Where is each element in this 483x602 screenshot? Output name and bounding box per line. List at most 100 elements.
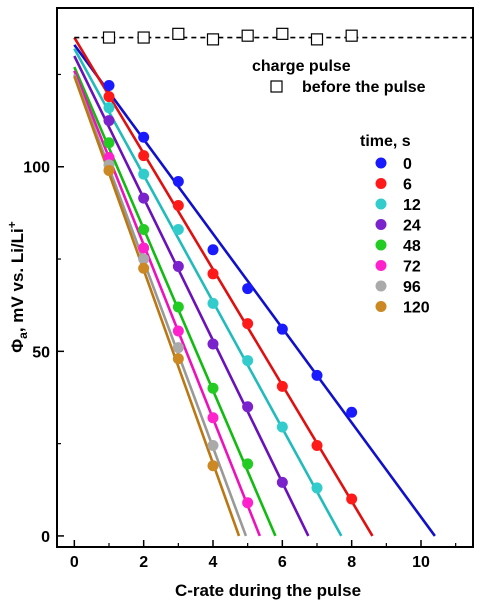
legend-marker-96 bbox=[375, 280, 387, 292]
x-tick-label: 10 bbox=[412, 554, 430, 571]
before-pulse-marker bbox=[172, 27, 185, 40]
legend-marker-48 bbox=[375, 239, 387, 251]
point-6 bbox=[311, 439, 323, 451]
legend-marker-72 bbox=[375, 260, 387, 271]
point-0 bbox=[242, 283, 254, 295]
point-48 bbox=[207, 382, 219, 394]
legend-marker-12 bbox=[375, 198, 387, 210]
point-48 bbox=[242, 458, 254, 470]
point-12 bbox=[138, 168, 150, 180]
fit-line-12 bbox=[73, 47, 343, 537]
fit-line-0 bbox=[73, 44, 436, 537]
point-6 bbox=[276, 380, 288, 392]
legend-label-48: 48 bbox=[403, 238, 421, 255]
point-6 bbox=[346, 493, 358, 505]
point-96 bbox=[207, 439, 219, 451]
before-pulse-marker bbox=[137, 31, 150, 44]
point-0 bbox=[346, 406, 358, 418]
point-72 bbox=[172, 325, 184, 337]
point-120 bbox=[172, 353, 184, 365]
point-6 bbox=[207, 268, 219, 280]
y-tick-label: 100 bbox=[23, 160, 50, 177]
point-0 bbox=[207, 244, 219, 256]
legend-label-6: 6 bbox=[403, 177, 412, 194]
point-96 bbox=[172, 342, 184, 354]
legend-label-96: 96 bbox=[403, 279, 421, 296]
point-0 bbox=[276, 323, 288, 335]
legend: 0 6 12 24 48 72 96 120 bbox=[375, 156, 430, 317]
point-120 bbox=[103, 164, 115, 176]
point-0 bbox=[311, 369, 323, 381]
legend-label-120: 120 bbox=[403, 300, 430, 317]
point-12 bbox=[311, 482, 323, 494]
fit-line-6 bbox=[73, 36, 374, 537]
before-pulse-marker bbox=[102, 31, 116, 44]
legend-marker-120 bbox=[375, 301, 387, 312]
point-24 bbox=[138, 192, 150, 204]
legend-marker-6 bbox=[375, 178, 387, 189]
point-0 bbox=[103, 80, 115, 92]
x-tick-label: 2 bbox=[139, 554, 148, 571]
legend-marker-0 bbox=[375, 157, 387, 169]
x-tick-label: 8 bbox=[347, 554, 356, 571]
axis-ticks bbox=[57, 73, 457, 547]
point-6 bbox=[172, 200, 184, 212]
legend-label-12: 12 bbox=[403, 197, 421, 214]
y-tick-label: 50 bbox=[32, 344, 50, 361]
point-12 bbox=[103, 102, 115, 114]
fit-line-96 bbox=[73, 73, 248, 537]
point-24 bbox=[172, 260, 184, 272]
legend-marker-24 bbox=[375, 219, 387, 230]
y-tick-label: 0 bbox=[41, 529, 50, 546]
legend-label-24: 24 bbox=[403, 218, 421, 235]
x-tick-label: 0 bbox=[70, 554, 79, 571]
point-6 bbox=[138, 150, 150, 162]
point-12 bbox=[207, 297, 219, 309]
point-12 bbox=[276, 421, 288, 433]
point-120 bbox=[207, 460, 219, 472]
fit-line-120 bbox=[73, 75, 241, 537]
charge-pulse-label: charge pulse bbox=[252, 58, 351, 75]
point-6 bbox=[103, 91, 115, 103]
before-pulse-legend-label: before the pulse bbox=[302, 79, 426, 96]
fit-line-72 bbox=[73, 70, 262, 537]
y-axis-title-main: Φ bbox=[8, 339, 27, 353]
before-pulse-marker bbox=[206, 33, 220, 46]
before-pulse-legend-marker bbox=[270, 80, 283, 93]
point-48 bbox=[138, 224, 150, 236]
point-72 bbox=[138, 242, 150, 254]
point-24 bbox=[242, 401, 254, 413]
point-24 bbox=[207, 338, 219, 350]
x-tick-label: 4 bbox=[209, 554, 218, 571]
point-96 bbox=[138, 253, 150, 265]
before-pulse-marker bbox=[276, 27, 289, 40]
y-axis-title-sup: + bbox=[5, 221, 19, 228]
before-pulse-marker bbox=[241, 29, 254, 42]
point-12 bbox=[242, 355, 254, 367]
y-axis-title: Φa, mV vs. Li/Li+ bbox=[5, 221, 30, 353]
legend-label-0: 0 bbox=[403, 156, 412, 173]
legend-label-72: 72 bbox=[403, 259, 421, 276]
plot-frame bbox=[56, 7, 474, 548]
point-0 bbox=[172, 176, 184, 188]
point-48 bbox=[172, 301, 184, 313]
y-axis-title-rest: , mV vs. Li/Li bbox=[8, 228, 27, 332]
point-72 bbox=[242, 497, 254, 509]
x-tick-label: 6 bbox=[278, 554, 287, 571]
point-120 bbox=[138, 262, 150, 274]
point-0 bbox=[138, 131, 150, 143]
x-axis-title: C-rate during the pulse bbox=[175, 581, 361, 600]
data-points bbox=[102, 27, 358, 509]
point-48 bbox=[103, 137, 115, 149]
fit-line-24 bbox=[73, 55, 310, 537]
legend-title: time, s bbox=[360, 133, 411, 150]
point-24 bbox=[276, 476, 288, 488]
point-24 bbox=[103, 115, 115, 127]
point-12 bbox=[172, 224, 184, 236]
y-axis-title-sub: a bbox=[16, 332, 30, 339]
point-72 bbox=[207, 412, 219, 424]
point-6 bbox=[242, 318, 254, 330]
before-pulse-marker bbox=[345, 29, 358, 42]
